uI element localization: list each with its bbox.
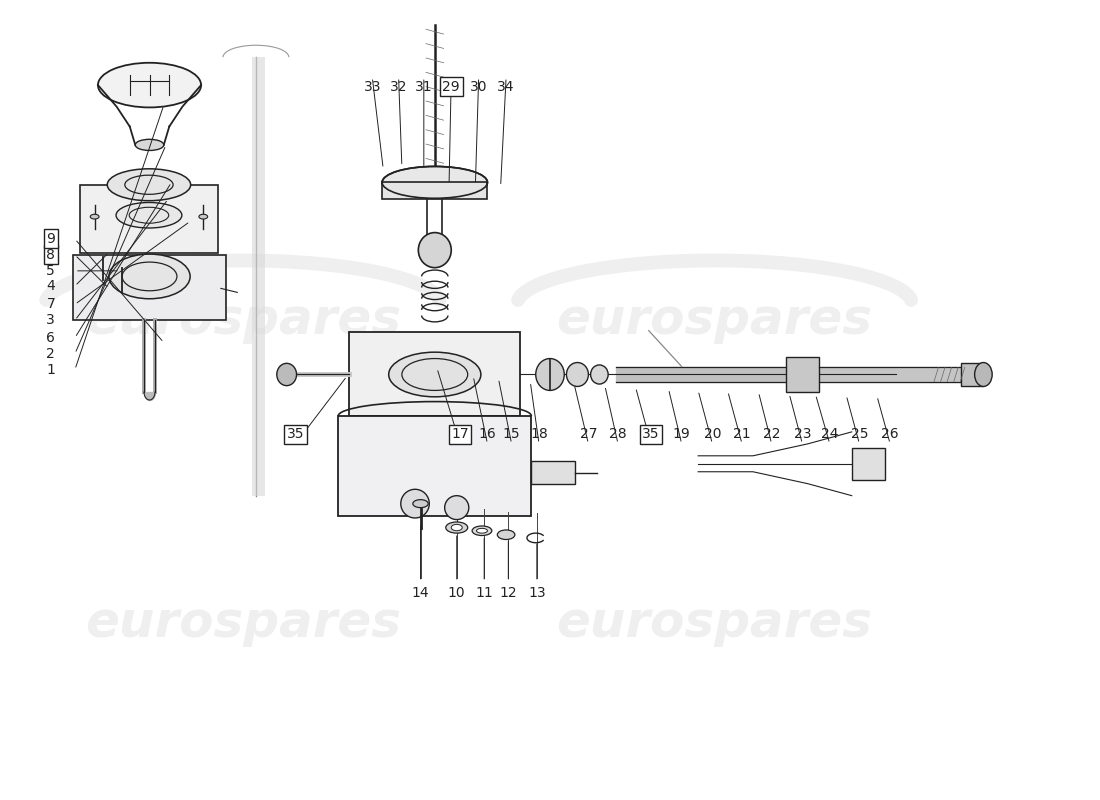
Bar: [531, 462, 575, 484]
Text: 1: 1: [46, 362, 55, 377]
Polygon shape: [252, 57, 265, 496]
Ellipse shape: [135, 139, 164, 150]
Ellipse shape: [566, 362, 588, 386]
Text: eurospares: eurospares: [85, 599, 400, 647]
Ellipse shape: [277, 363, 297, 386]
Ellipse shape: [476, 528, 487, 533]
Text: 31: 31: [415, 80, 432, 94]
Bar: [785, 357, 818, 392]
Text: 23: 23: [793, 427, 811, 442]
Ellipse shape: [591, 365, 608, 384]
Text: 6: 6: [46, 331, 55, 345]
Text: 29: 29: [442, 80, 460, 94]
Text: 7: 7: [46, 298, 55, 311]
Text: 17: 17: [451, 427, 469, 442]
Ellipse shape: [451, 524, 462, 530]
Ellipse shape: [388, 352, 481, 397]
Bar: [73, 255, 227, 320]
Bar: [338, 416, 531, 515]
Ellipse shape: [472, 526, 492, 535]
Ellipse shape: [444, 496, 469, 519]
Ellipse shape: [400, 490, 429, 518]
Text: 21: 21: [734, 427, 751, 442]
Ellipse shape: [418, 233, 451, 268]
Ellipse shape: [90, 214, 99, 219]
Ellipse shape: [108, 169, 190, 201]
Bar: [961, 362, 983, 386]
Text: 25: 25: [850, 427, 868, 442]
Ellipse shape: [412, 500, 428, 508]
Text: 33: 33: [363, 80, 381, 94]
Text: 19: 19: [673, 427, 691, 442]
Text: 10: 10: [448, 586, 465, 600]
Ellipse shape: [446, 522, 468, 533]
Text: 34: 34: [497, 80, 515, 94]
Text: 11: 11: [475, 586, 493, 600]
Text: 28: 28: [609, 427, 627, 442]
Ellipse shape: [975, 362, 992, 386]
Text: 22: 22: [763, 427, 780, 442]
Text: 35: 35: [287, 427, 305, 442]
Text: 13: 13: [528, 586, 546, 600]
Text: 26: 26: [881, 427, 899, 442]
Text: 24: 24: [821, 427, 838, 442]
Text: 12: 12: [499, 586, 517, 600]
Text: 16: 16: [478, 427, 496, 442]
Ellipse shape: [497, 530, 515, 539]
Text: eurospares: eurospares: [85, 296, 400, 344]
Ellipse shape: [116, 202, 182, 228]
Text: eurospares: eurospares: [557, 599, 872, 647]
Text: 14: 14: [411, 586, 429, 600]
Ellipse shape: [98, 62, 201, 107]
Text: 8: 8: [46, 248, 55, 262]
Text: 3: 3: [46, 314, 55, 327]
Text: 20: 20: [704, 427, 722, 442]
Bar: [851, 448, 884, 480]
Text: 18: 18: [530, 427, 548, 442]
Text: 32: 32: [389, 80, 407, 94]
Ellipse shape: [199, 214, 208, 219]
Bar: [80, 185, 218, 253]
Text: 15: 15: [503, 427, 520, 442]
Text: 4: 4: [46, 279, 55, 293]
Text: 27: 27: [580, 427, 597, 442]
Bar: [349, 332, 520, 416]
Text: 30: 30: [470, 80, 487, 94]
Text: 9: 9: [46, 232, 55, 246]
Ellipse shape: [382, 166, 487, 198]
Text: 35: 35: [642, 427, 660, 442]
Ellipse shape: [109, 254, 190, 298]
Text: 5: 5: [46, 264, 55, 278]
Bar: [382, 182, 487, 199]
Text: eurospares: eurospares: [557, 296, 872, 344]
Text: 2: 2: [46, 346, 55, 361]
Ellipse shape: [536, 358, 564, 390]
